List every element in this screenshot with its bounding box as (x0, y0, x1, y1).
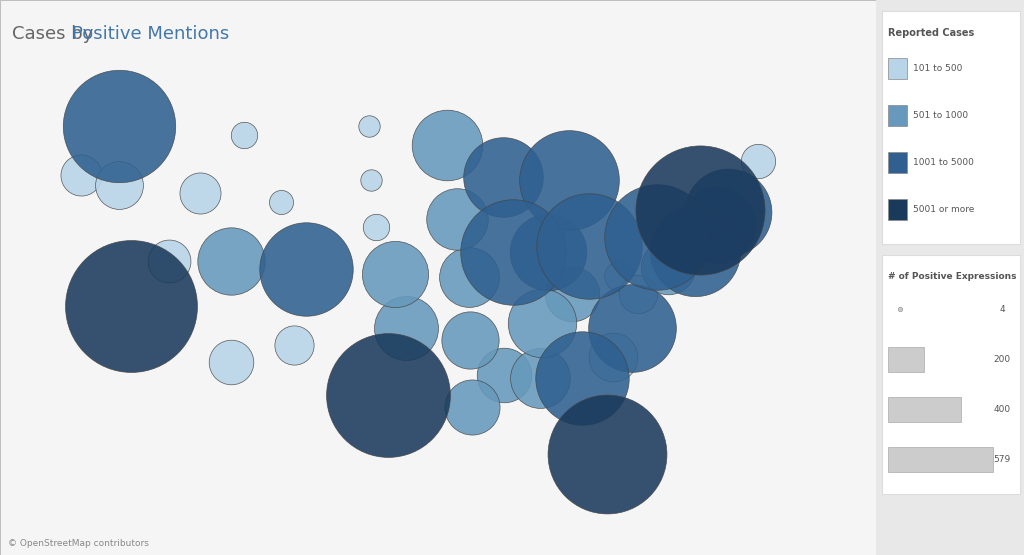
Point (750, 157, 766, 166)
Point (563, 290, 580, 299)
Bar (888, 58, 907, 79)
Point (364, 175, 380, 184)
Point (692, 206, 709, 215)
Point (573, 374, 590, 383)
Text: # of Positive Expressions: # of Positive Expressions (888, 272, 1016, 281)
Point (449, 214, 465, 223)
Point (462, 335, 478, 344)
Point (505, 248, 521, 257)
Point (223, 357, 240, 366)
Point (598, 450, 614, 458)
Point (398, 324, 415, 332)
Point (720, 208, 736, 216)
FancyBboxPatch shape (882, 11, 1020, 244)
Point (540, 248, 556, 257)
Text: 4: 4 (999, 305, 1005, 314)
Bar (888, 199, 907, 220)
Point (369, 223, 385, 231)
Point (273, 198, 290, 206)
Point (709, 221, 725, 230)
Text: 5001 or more: 5001 or more (912, 205, 974, 214)
Point (710, 180, 726, 189)
Point (624, 324, 640, 332)
Point (111, 122, 127, 130)
Text: 501 to 1000: 501 to 1000 (912, 111, 968, 120)
Point (191, 189, 208, 198)
Bar (888, 397, 961, 422)
Point (495, 172, 511, 181)
Text: 1001 to 5000: 1001 to 5000 (912, 158, 974, 167)
Point (687, 246, 703, 255)
Bar (888, 347, 925, 372)
Point (604, 352, 621, 361)
Point (438, 140, 455, 149)
Point (73, 170, 89, 179)
Point (223, 256, 240, 265)
Point (161, 256, 177, 265)
Point (236, 130, 252, 139)
Text: 579: 579 (993, 455, 1011, 464)
Text: Reported Cases: Reported Cases (888, 28, 974, 38)
Point (463, 402, 479, 411)
Bar (888, 447, 993, 472)
Point (648, 233, 665, 241)
Text: 200: 200 (993, 355, 1011, 364)
Point (123, 302, 139, 311)
FancyBboxPatch shape (882, 255, 1020, 494)
Point (561, 175, 578, 184)
Point (659, 263, 676, 272)
Text: Cases by: Cases by (12, 25, 99, 43)
Point (286, 340, 302, 349)
Text: © OpenStreetMap contributors: © OpenStreetMap contributors (8, 539, 150, 548)
Point (630, 290, 646, 299)
Text: Positive Mentions: Positive Mentions (72, 25, 229, 43)
Point (298, 265, 314, 274)
Point (534, 319, 550, 327)
Point (360, 122, 377, 130)
Point (496, 371, 512, 380)
Text: 400: 400 (993, 405, 1011, 414)
Bar (888, 152, 907, 173)
Point (387, 270, 403, 279)
Point (674, 265, 690, 274)
Bar (888, 105, 907, 126)
Point (724, 184, 740, 193)
Text: 101 to 500: 101 to 500 (912, 64, 963, 73)
Point (581, 241, 597, 250)
Point (532, 374, 549, 383)
Point (380, 391, 396, 400)
Point (891, 305, 907, 314)
Point (611, 271, 628, 280)
Point (111, 180, 127, 189)
Point (461, 273, 477, 282)
Point (724, 219, 740, 228)
